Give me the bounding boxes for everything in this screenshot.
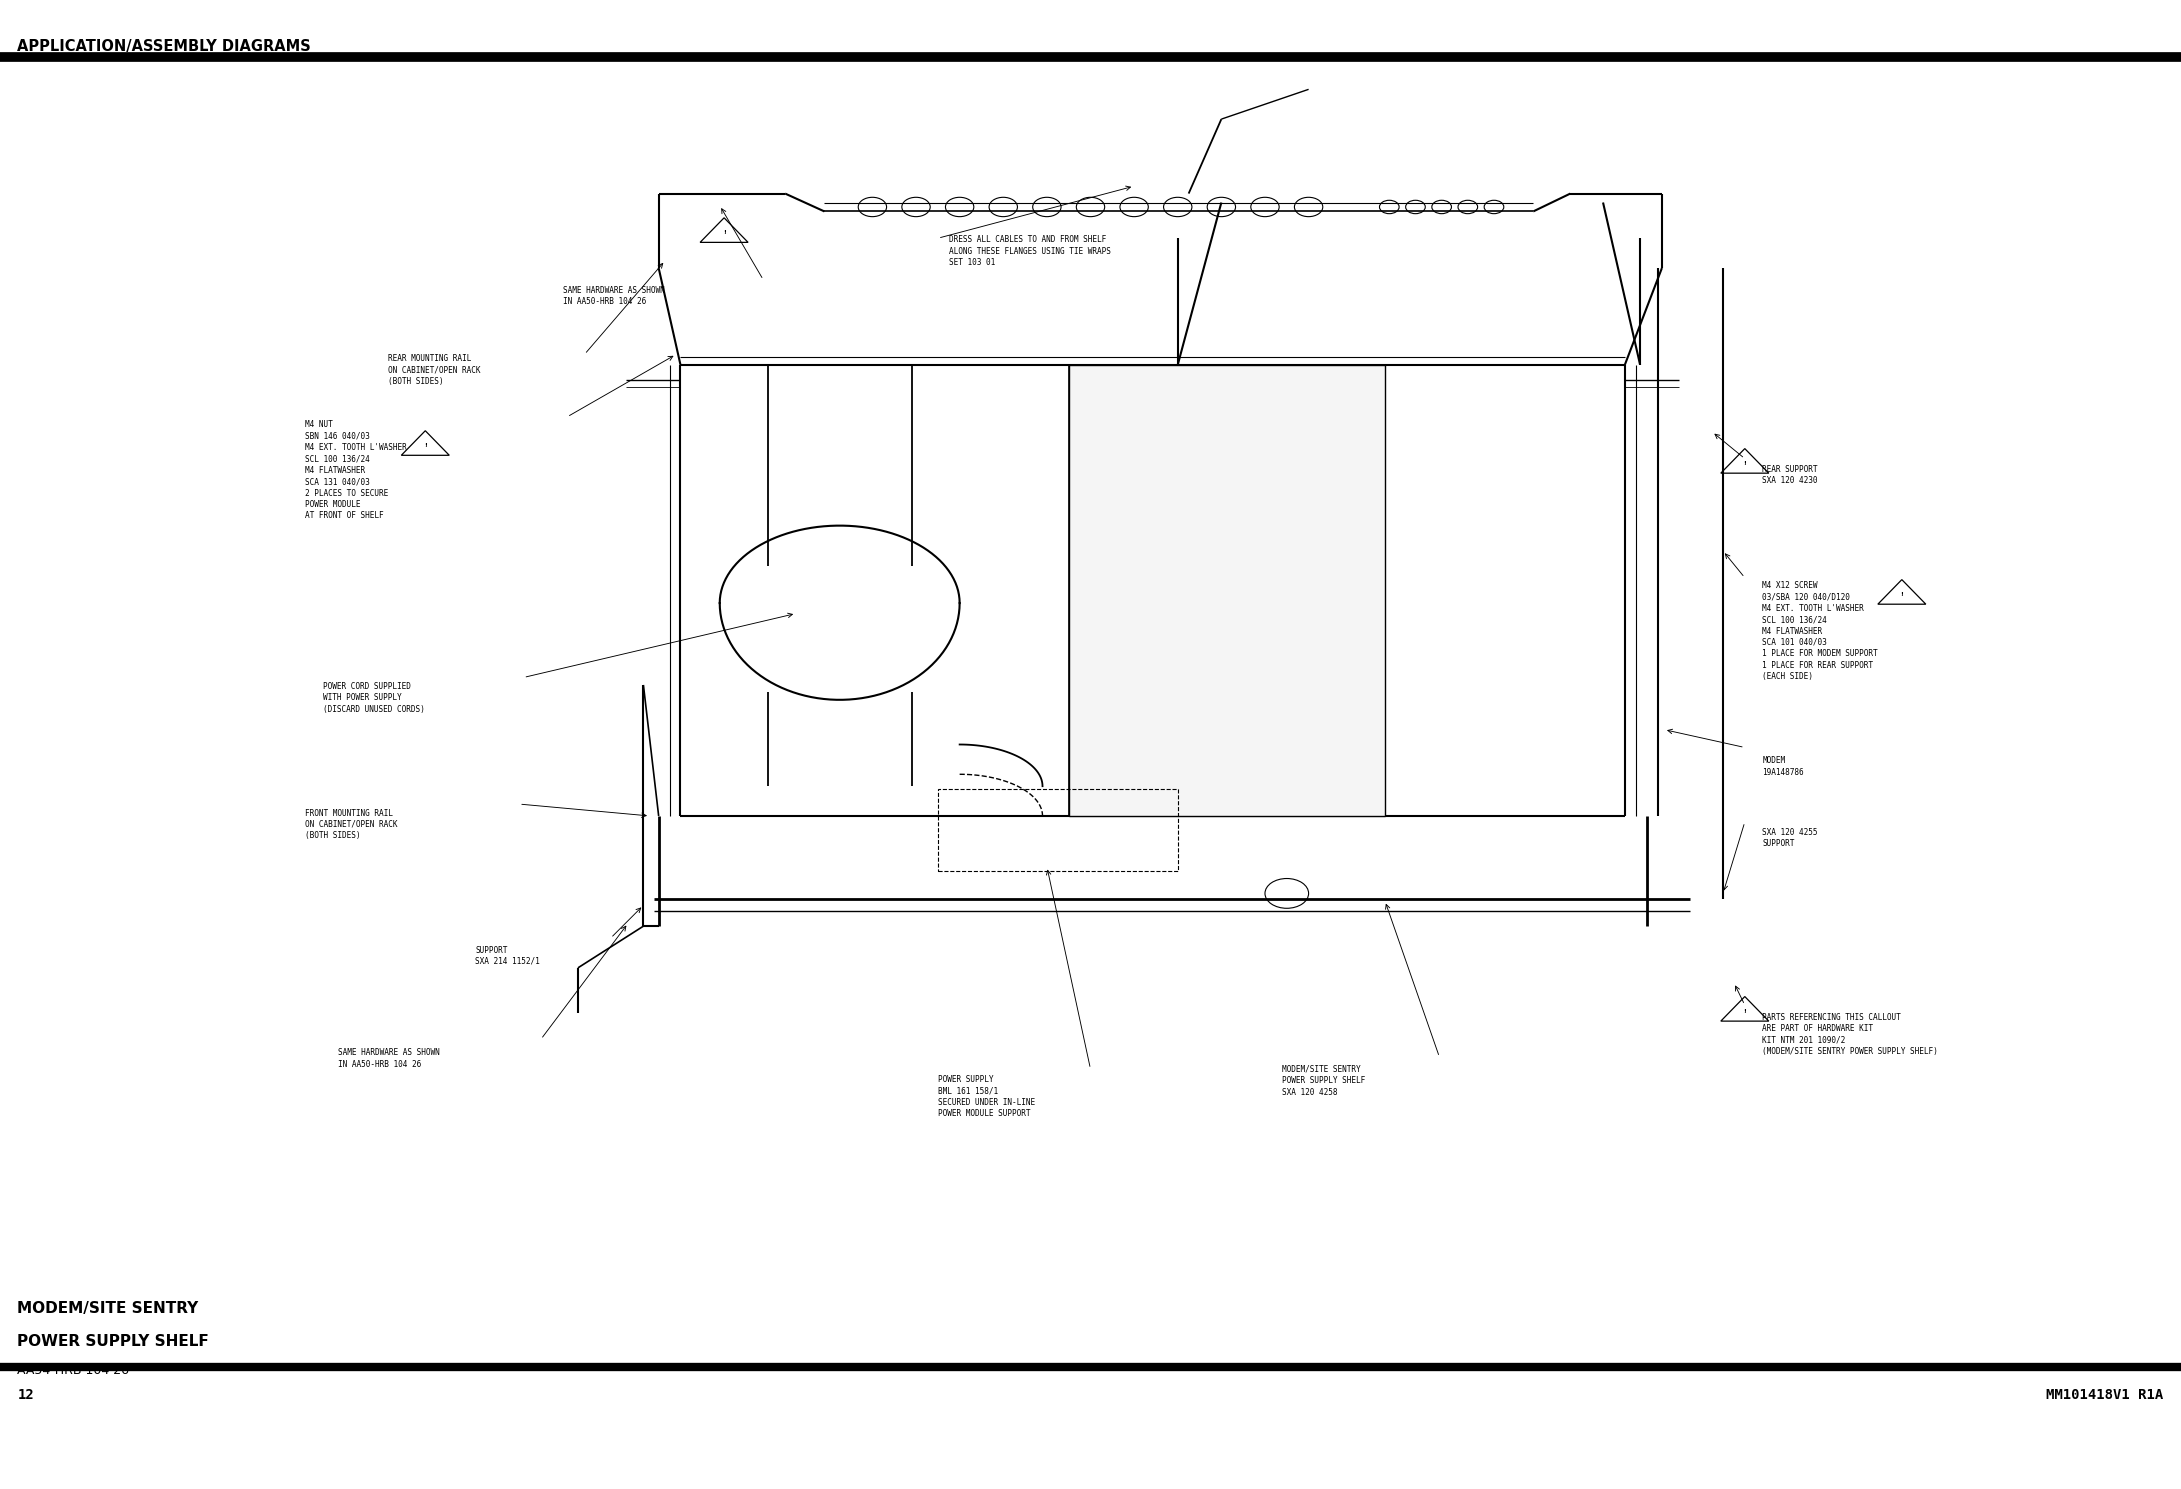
Text: !: ! [423, 442, 427, 448]
Text: M4 NUT
SBN 146 040/03
M4 EXT. TOOTH L'WASHER
SCL 100 136/24
M4 FLATWASHER
SCA 13: M4 NUT SBN 146 040/03 M4 EXT. TOOTH L'WA… [305, 420, 408, 521]
Text: FRONT MOUNTING RAIL
ON CABINET/OPEN RACK
(BOTH SIDES): FRONT MOUNTING RAIL ON CABINET/OPEN RACK… [305, 809, 397, 840]
Text: SUPPORT
SXA 214 1152/1: SUPPORT SXA 214 1152/1 [475, 946, 541, 966]
Text: PARTS REFERENCING THIS CALLOUT
ARE PART OF HARDWARE KIT
KIT NTM 201 1090/2
(MODE: PARTS REFERENCING THIS CALLOUT ARE PART … [1762, 1013, 1939, 1056]
Text: MODEM/SITE SENTRY: MODEM/SITE SENTRY [17, 1301, 198, 1316]
Text: DRESS ALL CABLES TO AND FROM SHELF
ALONG THESE FLANGES USING TIE WRAPS
SET 103 0: DRESS ALL CABLES TO AND FROM SHELF ALONG… [949, 235, 1110, 267]
Text: SXA 120 4255
SUPPORT: SXA 120 4255 SUPPORT [1762, 828, 1817, 849]
Text: POWER SUPPLY
BML 161 158/1
SECURED UNDER IN-LINE
POWER MODULE SUPPORT: POWER SUPPLY BML 161 158/1 SECURED UNDER… [938, 1075, 1036, 1118]
Text: POWER SUPPLY SHELF: POWER SUPPLY SHELF [17, 1334, 209, 1349]
Text: MODEM/SITE SENTRY
POWER SUPPLY SHELF
SXA 120 4258: MODEM/SITE SENTRY POWER SUPPLY SHELF SXA… [1282, 1065, 1365, 1096]
Bar [1069, 365, 1385, 816]
Text: 12: 12 [17, 1388, 35, 1401]
Text: REAR MOUNTING RAIL
ON CABINET/OPEN RACK
(BOTH SIDES): REAR MOUNTING RAIL ON CABINET/OPEN RACK … [388, 354, 480, 386]
Text: AA54-HRB 104 26: AA54-HRB 104 26 [17, 1364, 129, 1377]
Text: MM101418V1 R1A: MM101418V1 R1A [2046, 1388, 2164, 1401]
Bar [938, 789, 1178, 871]
Text: !: ! [1900, 591, 1904, 597]
Text: !: ! [722, 229, 726, 235]
Text: M4 X12 SCREW
03/SBA 120 040/D120
M4 EXT. TOOTH L'WASHER
SCL 100 136/24
M4 FLATWA: M4 X12 SCREW 03/SBA 120 040/D120 M4 EXT.… [1762, 581, 1878, 682]
Text: POWER CORD SUPPLIED
WITH POWER SUPPLY
(DISCARD UNUSED CORDS): POWER CORD SUPPLIED WITH POWER SUPPLY (D… [323, 682, 425, 713]
Text: SAME HARDWARE AS SHOWN
IN AA50-HRB 104 26: SAME HARDWARE AS SHOWN IN AA50-HRB 104 2… [338, 1048, 441, 1069]
Text: APPLICATION/ASSEMBLY DIAGRAMS: APPLICATION/ASSEMBLY DIAGRAMS [17, 39, 312, 54]
Text: MODEM
19A148786: MODEM 19A148786 [1762, 756, 1804, 777]
Text: !: ! [1743, 1008, 1747, 1014]
Text: REAR SUPPORT
SXA 120 4230: REAR SUPPORT SXA 120 4230 [1762, 465, 1817, 485]
Text: !: ! [1743, 460, 1747, 466]
Text: SAME HARDWARE AS SHOWN
IN AA50-HRB 104 26: SAME HARDWARE AS SHOWN IN AA50-HRB 104 2… [563, 286, 665, 307]
